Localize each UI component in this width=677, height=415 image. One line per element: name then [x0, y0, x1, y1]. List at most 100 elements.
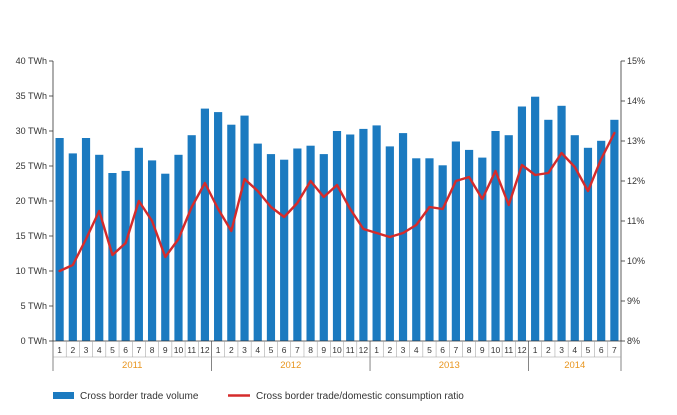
bar: [518, 107, 526, 342]
legend-label-bar: Cross border trade volume: [80, 391, 199, 402]
bar: [412, 158, 420, 341]
month-label: 7: [295, 345, 300, 355]
month-label: 6: [123, 345, 128, 355]
month-label: 11: [346, 345, 355, 355]
right-tick-label: 13%: [627, 136, 645, 146]
bar: [122, 171, 130, 341]
month-label: 1: [216, 345, 221, 355]
bar: [56, 138, 64, 341]
bar: [425, 158, 433, 341]
bar: [306, 146, 314, 341]
bar: [267, 154, 275, 341]
month-label: 5: [427, 345, 432, 355]
legend-swatch-bar: [53, 392, 74, 399]
month-label: 4: [572, 345, 577, 355]
month-label: 4: [414, 345, 419, 355]
bar: [584, 148, 592, 341]
month-label: 3: [84, 345, 89, 355]
month-label: 9: [163, 345, 168, 355]
month-label: 11: [504, 345, 513, 355]
right-tick-label: 8%: [627, 336, 640, 346]
month-label: 8: [150, 345, 155, 355]
month-label: 3: [242, 345, 247, 355]
month-label: 7: [612, 345, 617, 355]
bar: [359, 129, 367, 341]
bar: [439, 165, 447, 341]
bar: [174, 155, 182, 341]
right-tick-label: 10%: [627, 256, 645, 266]
month-label: 8: [308, 345, 313, 355]
month-label: 2: [229, 345, 234, 355]
left-tick-label: 25 TWh: [16, 161, 47, 171]
legend: Cross border trade volume Cross border t…: [53, 391, 464, 402]
bar: [597, 141, 605, 341]
month-label: 9: [480, 345, 485, 355]
month-label: 4: [97, 345, 102, 355]
year-label: 2014: [564, 360, 585, 371]
left-tick-label: 35 TWh: [16, 91, 47, 101]
month-label: 5: [586, 345, 591, 355]
bar: [280, 160, 288, 341]
bar: [478, 158, 486, 341]
year-label: 2012: [280, 360, 301, 371]
left-tick-label: 15 TWh: [16, 231, 47, 241]
right-tick-label: 11%: [627, 216, 644, 226]
year-label: 2011: [122, 360, 142, 371]
month-label: 11: [187, 345, 196, 355]
bar: [544, 120, 552, 341]
month-label: 12: [517, 345, 527, 355]
month-label: 3: [559, 345, 564, 355]
month-label: 1: [374, 345, 379, 355]
month-label: 10: [332, 345, 342, 355]
bar: [452, 142, 460, 342]
left-tick-label: 20 TWh: [16, 196, 47, 206]
bar: [227, 125, 235, 341]
bar: [254, 144, 262, 341]
left-tick-label: 10 TWh: [16, 266, 47, 276]
month-label: 7: [454, 345, 459, 355]
bar: [346, 135, 354, 342]
month-label: 4: [255, 345, 260, 355]
bar: [135, 148, 143, 341]
left-tick-label: 40 TWh: [16, 56, 47, 66]
month-label: 6: [440, 345, 445, 355]
legend-label-line: Cross border trade/domestic consumption …: [256, 391, 464, 402]
bar: [386, 146, 394, 341]
month-label: 12: [359, 345, 369, 355]
bar: [505, 135, 513, 341]
bar: [69, 153, 77, 341]
month-label: 6: [282, 345, 287, 355]
bar: [214, 112, 222, 341]
bar: [491, 131, 499, 341]
month-label: 1: [57, 345, 62, 355]
month-label: 2: [546, 345, 551, 355]
month-label: 3: [401, 345, 406, 355]
bar: [148, 160, 156, 341]
bar: [240, 116, 248, 341]
left-tick-label: 5 TWh: [21, 301, 47, 311]
bar: [95, 155, 103, 341]
bars-group: [56, 97, 619, 341]
left-tick-label: 0 TWh: [21, 336, 47, 346]
month-label: 8: [467, 345, 472, 355]
month-label: 10: [174, 345, 184, 355]
bar: [188, 135, 196, 341]
month-label: 9: [321, 345, 326, 355]
left-tick-label: 30 TWh: [16, 126, 47, 136]
month-label: 10: [491, 345, 501, 355]
bar: [557, 106, 565, 341]
month-label: 2: [387, 345, 392, 355]
month-label: 12: [200, 345, 210, 355]
month-label: 5: [269, 345, 274, 355]
right-tick-label: 14%: [627, 96, 645, 106]
month-label: 7: [136, 345, 141, 355]
month-label: 1: [533, 345, 538, 355]
bar: [610, 120, 618, 341]
right-tick-label: 12%: [627, 176, 645, 186]
month-label: 5: [110, 345, 115, 355]
month-label: 2: [70, 345, 75, 355]
bar: [531, 97, 539, 341]
